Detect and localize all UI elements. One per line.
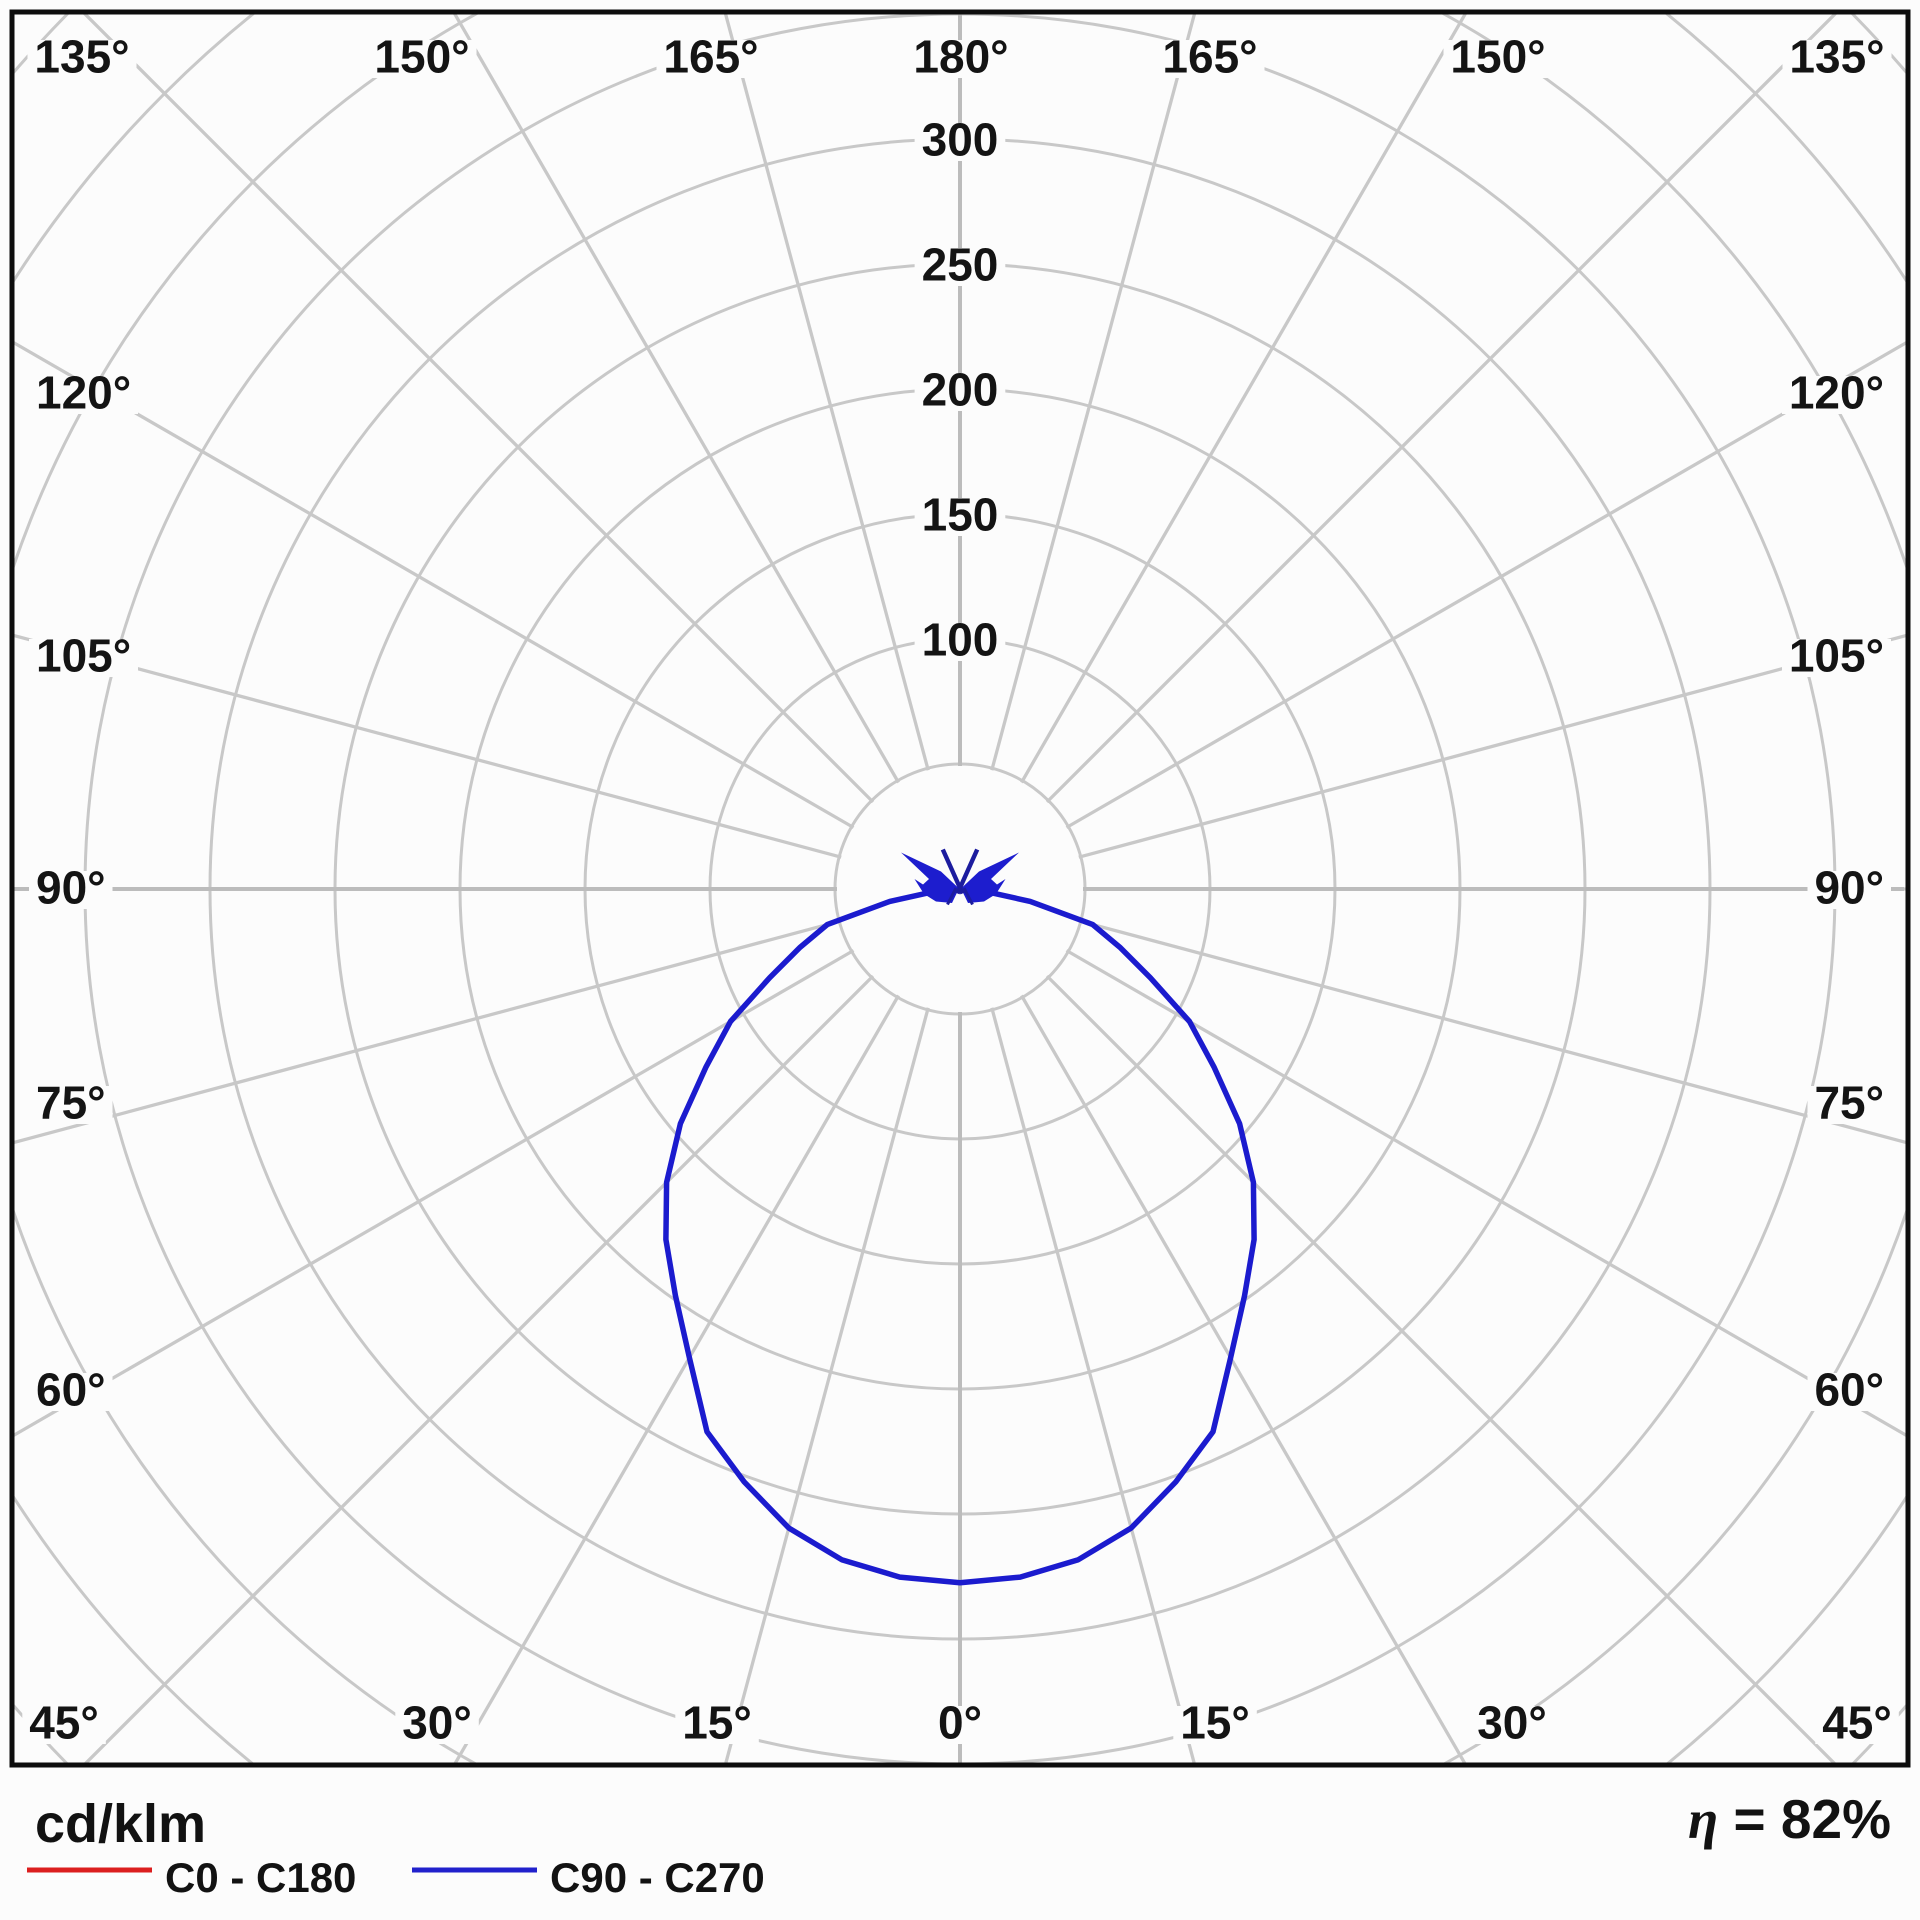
svg-text:75°: 75° bbox=[36, 1077, 106, 1129]
svg-text:75°: 75° bbox=[1814, 1077, 1884, 1129]
svg-text:η = 82%: η = 82% bbox=[1688, 1788, 1891, 1850]
svg-text:C0 - C180: C0 - C180 bbox=[165, 1854, 356, 1901]
svg-text:165°: 165° bbox=[663, 31, 758, 83]
svg-text:45°: 45° bbox=[29, 1697, 99, 1749]
svg-text:150: 150 bbox=[922, 489, 999, 541]
svg-text:200: 200 bbox=[922, 364, 999, 416]
svg-text:120°: 120° bbox=[36, 367, 131, 419]
svg-text:90°: 90° bbox=[36, 862, 106, 914]
svg-text:30°: 30° bbox=[402, 1697, 472, 1749]
svg-text:60°: 60° bbox=[36, 1364, 106, 1416]
svg-text:90°: 90° bbox=[1814, 862, 1884, 914]
svg-text:100: 100 bbox=[922, 614, 999, 666]
svg-text:165°: 165° bbox=[1162, 31, 1257, 83]
svg-text:105°: 105° bbox=[36, 630, 131, 682]
svg-text:150°: 150° bbox=[1450, 31, 1545, 83]
svg-text:120°: 120° bbox=[1789, 367, 1884, 419]
svg-text:250: 250 bbox=[922, 239, 999, 291]
svg-text:15°: 15° bbox=[682, 1697, 752, 1749]
svg-text:60°: 60° bbox=[1814, 1364, 1884, 1416]
svg-text:45°: 45° bbox=[1822, 1697, 1892, 1749]
svg-text:cd/klm: cd/klm bbox=[35, 1794, 206, 1854]
svg-text:135°: 135° bbox=[1789, 31, 1884, 83]
svg-text:105°: 105° bbox=[1789, 630, 1884, 682]
svg-text:180°: 180° bbox=[913, 31, 1008, 83]
svg-text:150°: 150° bbox=[374, 31, 469, 83]
svg-text:0°: 0° bbox=[938, 1697, 982, 1749]
svg-text:300: 300 bbox=[922, 114, 999, 166]
svg-text:C90 - C270: C90 - C270 bbox=[550, 1854, 765, 1901]
svg-text:30°: 30° bbox=[1477, 1697, 1547, 1749]
svg-text:15°: 15° bbox=[1180, 1697, 1250, 1749]
svg-text:135°: 135° bbox=[34, 31, 129, 83]
